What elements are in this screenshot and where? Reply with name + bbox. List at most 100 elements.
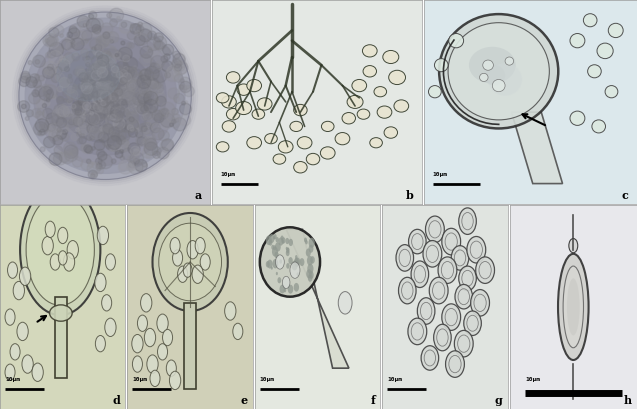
Ellipse shape — [396, 245, 413, 272]
Circle shape — [108, 97, 115, 104]
Circle shape — [82, 80, 88, 85]
Circle shape — [69, 120, 75, 126]
Circle shape — [137, 101, 144, 108]
Circle shape — [74, 53, 78, 57]
Circle shape — [131, 68, 136, 74]
Circle shape — [100, 128, 113, 140]
Circle shape — [67, 33, 73, 38]
Circle shape — [71, 134, 78, 141]
Circle shape — [77, 132, 82, 136]
Circle shape — [89, 106, 100, 117]
Circle shape — [97, 70, 110, 83]
Circle shape — [84, 113, 96, 124]
Circle shape — [99, 39, 106, 46]
Circle shape — [94, 140, 105, 151]
Circle shape — [116, 72, 123, 79]
Circle shape — [78, 113, 87, 121]
Circle shape — [161, 103, 175, 117]
Circle shape — [112, 96, 115, 99]
Circle shape — [99, 36, 110, 47]
Circle shape — [108, 136, 122, 150]
Circle shape — [100, 89, 111, 99]
Circle shape — [145, 115, 157, 126]
Circle shape — [82, 95, 87, 100]
Circle shape — [282, 240, 284, 244]
Circle shape — [77, 139, 83, 145]
Circle shape — [79, 137, 87, 144]
Circle shape — [147, 122, 151, 127]
Text: f: f — [371, 394, 375, 405]
Circle shape — [94, 131, 105, 142]
Ellipse shape — [429, 278, 448, 304]
Circle shape — [98, 77, 107, 85]
Circle shape — [113, 117, 124, 127]
Circle shape — [46, 114, 59, 126]
Circle shape — [283, 288, 286, 293]
Circle shape — [82, 97, 89, 103]
Circle shape — [178, 78, 192, 90]
Circle shape — [75, 112, 79, 116]
Circle shape — [152, 147, 161, 156]
Circle shape — [150, 370, 160, 387]
Circle shape — [166, 68, 180, 82]
Circle shape — [104, 56, 117, 68]
Circle shape — [118, 131, 130, 142]
Circle shape — [26, 77, 38, 88]
Circle shape — [77, 70, 86, 78]
Circle shape — [75, 110, 82, 116]
Circle shape — [110, 84, 115, 88]
Circle shape — [309, 272, 313, 279]
Circle shape — [271, 245, 275, 250]
Circle shape — [84, 76, 126, 117]
Circle shape — [87, 75, 94, 81]
Ellipse shape — [558, 254, 589, 360]
Circle shape — [124, 119, 138, 133]
Circle shape — [79, 74, 89, 83]
Ellipse shape — [342, 113, 355, 125]
Circle shape — [39, 130, 45, 135]
Circle shape — [286, 263, 290, 269]
Circle shape — [132, 25, 142, 34]
Ellipse shape — [369, 138, 382, 148]
Circle shape — [119, 163, 127, 171]
Circle shape — [45, 222, 55, 238]
Circle shape — [85, 81, 90, 86]
Circle shape — [488, 64, 522, 97]
Circle shape — [127, 79, 141, 93]
Circle shape — [82, 144, 92, 154]
Circle shape — [439, 15, 558, 129]
Circle shape — [96, 91, 105, 100]
Circle shape — [96, 94, 108, 106]
Circle shape — [124, 63, 127, 67]
Circle shape — [158, 110, 168, 120]
Circle shape — [86, 88, 93, 95]
Circle shape — [273, 236, 275, 240]
Ellipse shape — [278, 142, 293, 153]
FancyBboxPatch shape — [55, 297, 66, 378]
Ellipse shape — [237, 85, 250, 96]
Circle shape — [5, 309, 15, 326]
Circle shape — [42, 104, 47, 108]
Circle shape — [114, 74, 119, 79]
Circle shape — [58, 107, 69, 118]
Circle shape — [56, 47, 64, 54]
Circle shape — [299, 258, 304, 266]
Circle shape — [47, 37, 57, 47]
Circle shape — [102, 93, 106, 97]
Circle shape — [294, 258, 300, 267]
Circle shape — [114, 107, 128, 121]
Circle shape — [122, 118, 134, 130]
Circle shape — [86, 19, 100, 33]
Circle shape — [91, 126, 99, 134]
Ellipse shape — [459, 208, 476, 235]
Circle shape — [139, 30, 152, 43]
Circle shape — [99, 89, 110, 99]
Circle shape — [129, 90, 135, 96]
Circle shape — [289, 257, 293, 265]
Circle shape — [273, 259, 278, 269]
Circle shape — [101, 65, 105, 70]
Circle shape — [99, 91, 111, 103]
Circle shape — [101, 90, 111, 100]
Circle shape — [61, 152, 73, 164]
Circle shape — [26, 195, 94, 306]
